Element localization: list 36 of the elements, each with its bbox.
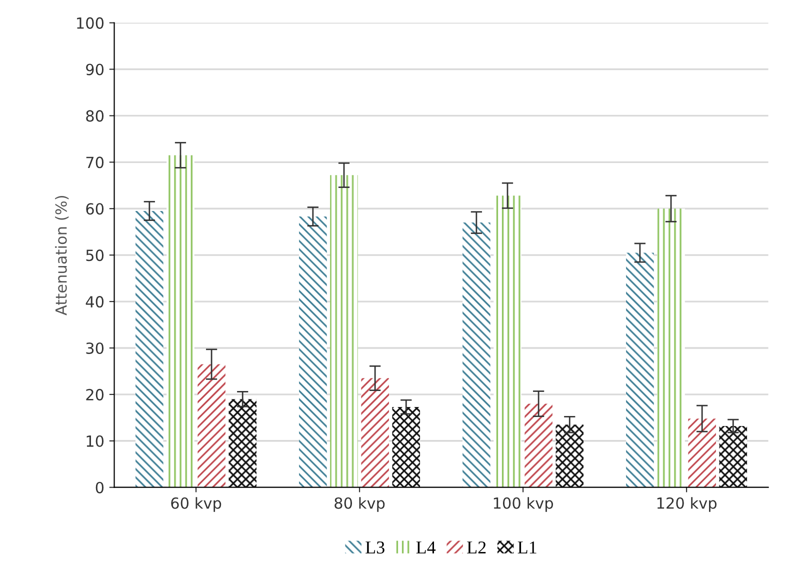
y-tick-label: 30	[86, 342, 104, 354]
bar	[556, 424, 584, 488]
bar	[719, 426, 748, 488]
x-tick-label: 80 kvp	[334, 497, 385, 512]
bar	[361, 378, 389, 488]
y-tick-label: 20	[86, 388, 104, 400]
bar	[166, 155, 194, 488]
legend-label: L4	[416, 542, 436, 554]
bar	[299, 216, 327, 488]
y-tick-label: 80	[86, 110, 104, 122]
y-tick-label: 50	[86, 250, 104, 262]
bar	[462, 222, 490, 488]
x-tick-label: 100 kvp	[494, 497, 553, 512]
y-tick-label: 70	[86, 156, 104, 168]
bar	[330, 175, 358, 488]
bar	[494, 196, 522, 488]
bar	[626, 252, 654, 488]
y-tick-label: 0	[96, 482, 104, 494]
x-tick-label: 120 kvp	[657, 497, 717, 512]
legend-label: L2	[467, 541, 486, 554]
bar	[228, 399, 257, 488]
bar	[392, 406, 420, 488]
y-tick-label: 40	[86, 296, 104, 308]
y-tick-label: 100	[77, 17, 104, 29]
y-tick-label: 10	[86, 435, 104, 447]
bar	[524, 404, 552, 488]
bar	[136, 210, 164, 488]
bar	[688, 418, 716, 488]
y-tick-label: 60	[86, 203, 104, 215]
x-tick-label: 60 kvp	[171, 497, 222, 512]
legend-label: L1	[518, 541, 536, 554]
bar	[198, 364, 226, 488]
legend-label: L3	[366, 541, 384, 554]
y-tick-label: 90	[86, 64, 104, 76]
y-axis-title: Attenuation (%)	[55, 196, 69, 316]
bar	[657, 208, 685, 488]
